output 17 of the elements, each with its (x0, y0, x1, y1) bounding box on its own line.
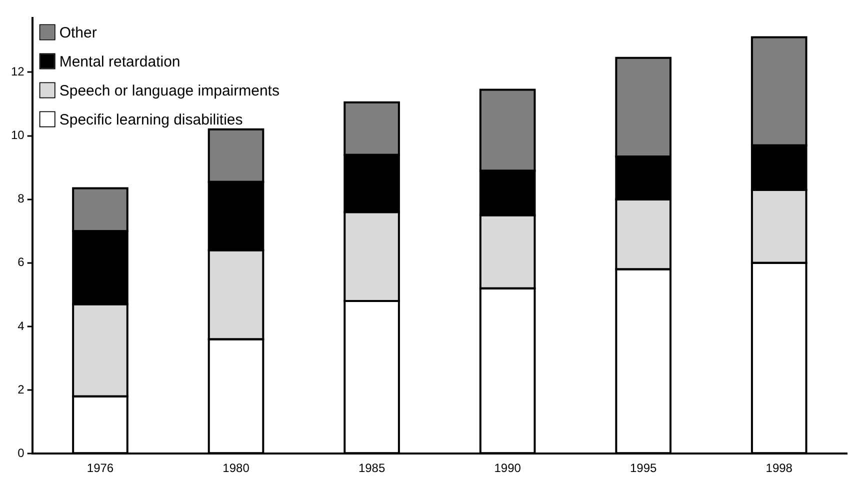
legend-label: Other (59, 24, 97, 42)
legend-label: Speech or language impairments (59, 82, 280, 100)
y-tick-label: 6 (18, 255, 25, 270)
y-tick-label: 12 (10, 64, 25, 79)
y-tick-label: 2 (18, 382, 25, 396)
x-tick-label: 1990 (494, 461, 522, 476)
x-tick-label: 1976 (86, 461, 114, 476)
x-tick-label: 1998 (766, 461, 793, 476)
x-tick-label: 1980 (222, 461, 250, 476)
x-tick-label: 1995 (630, 461, 658, 476)
legend-label: Mental retardation (59, 53, 180, 70)
x-tick-label: 1985 (358, 461, 386, 476)
y-tick-label: 0 (18, 446, 25, 460)
y-tick-label: 10 (10, 128, 25, 142)
y-tick-label: 8 (18, 192, 25, 206)
legend-label: Specific learning disabilities (59, 111, 243, 128)
y-tick-label: 4 (18, 318, 25, 333)
